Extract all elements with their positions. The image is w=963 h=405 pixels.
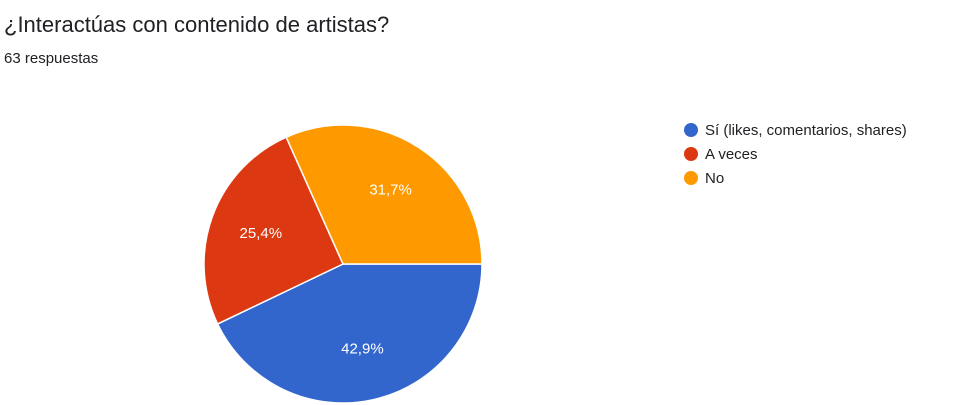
legend-item-a-veces[interactable]: A veces (684, 142, 907, 166)
slice-label-no: 31,7% (369, 181, 412, 198)
legend-item-no[interactable]: No (684, 166, 907, 190)
legend-swatch-icon (684, 171, 698, 185)
chart-title: ¿Interactúas con contenido de artistas? (4, 12, 390, 37)
pie-slice-si[interactable] (216, 263, 483, 404)
legend-swatch-icon (684, 147, 698, 161)
legend-label: A veces (705, 145, 758, 163)
slice-label-a-veces: 25,4% (240, 225, 283, 242)
pie-slice-a-veces[interactable] (203, 136, 344, 325)
legend-label: Sí (likes, comentarios, shares) (705, 121, 907, 139)
chart-legend: Sí (likes, comentarios, shares) A veces … (684, 118, 907, 190)
slice-label-si: 42,9% (341, 340, 384, 357)
pie-slice-no[interactable] (285, 124, 483, 265)
legend-label: No (705, 169, 725, 187)
legend-swatch-icon (684, 123, 698, 137)
legend-item-si[interactable]: Sí (likes, comentarios, shares) (684, 118, 907, 142)
response-count: 63 respuestas (4, 50, 99, 67)
